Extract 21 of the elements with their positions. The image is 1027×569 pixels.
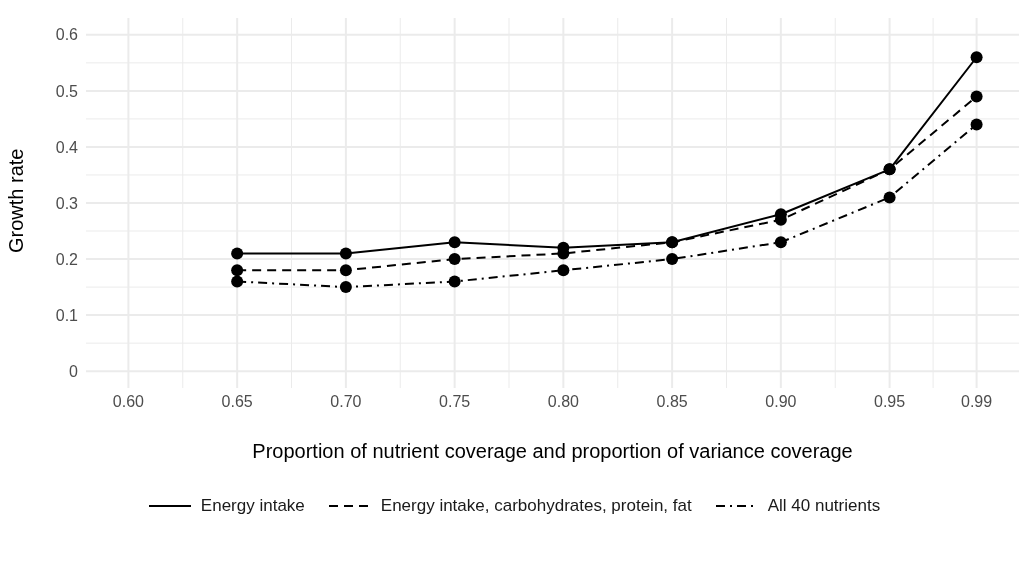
x-tick-label: 0.99 (961, 393, 993, 411)
x-tick-label: 0.75 (439, 393, 471, 411)
legend-label: Energy intake, carbohydrates, protein, fat (380, 496, 692, 516)
y-tick-label: 0.4 (55, 138, 79, 156)
x-tick-label: 0.85 (656, 393, 688, 411)
y-tick-label: 0.3 (55, 194, 79, 212)
x-tick-label: 0.80 (547, 393, 580, 411)
x-tick-label: 0.65 (221, 393, 253, 411)
y-tick-label: 0.5 (55, 82, 79, 100)
x-tick-label: 0.60 (112, 393, 145, 411)
legend-label: Energy intake (200, 496, 305, 516)
legend-label: All 40 nutrients (767, 496, 881, 516)
y-tick-label: 0.2 (55, 250, 79, 268)
x-tick-label: 0.70 (330, 393, 362, 411)
y-axis-title: Growth rate (5, 148, 28, 253)
x-tick-label: 0.90 (765, 393, 797, 411)
y-tick-label: 0.6 (55, 26, 79, 44)
x-tick-label: 0.95 (874, 393, 906, 411)
y-tick-label: 0 (69, 362, 79, 380)
x-axis-title: Proportion of nutrient coverage and proportion of variance coverage (252, 440, 853, 462)
y-tick-label: 0.1 (55, 306, 79, 324)
